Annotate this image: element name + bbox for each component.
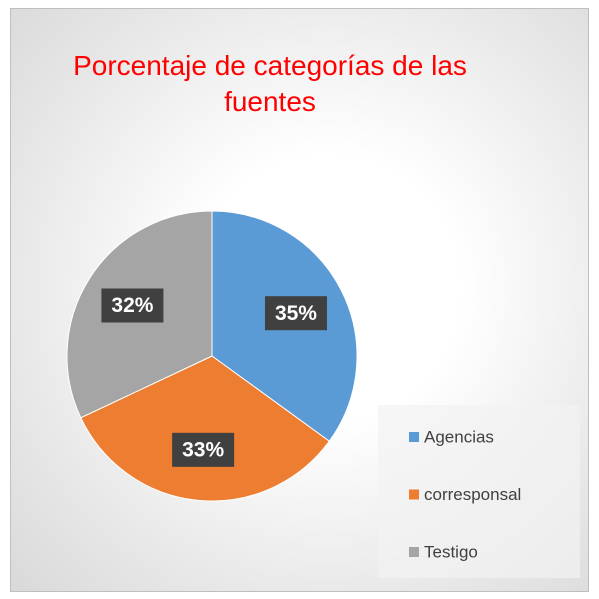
data-label-box (264, 296, 327, 331)
legend-label: corresponsal (424, 485, 521, 504)
legend-swatch (409, 547, 419, 557)
legend-label: Agencias (424, 427, 494, 446)
data-label: 35% (275, 302, 317, 325)
chart-title: Porcentaje de categorías de las fuentes (73, 50, 467, 117)
legend-swatch (409, 432, 419, 442)
legend-swatch (409, 489, 419, 500)
data-label-box (172, 432, 235, 467)
data-label: 32% (111, 294, 153, 317)
data-label-box (101, 288, 164, 323)
pie-slice (80, 355, 331, 502)
legend-label: Testigo (424, 542, 478, 561)
data-label: 33% (182, 438, 224, 461)
